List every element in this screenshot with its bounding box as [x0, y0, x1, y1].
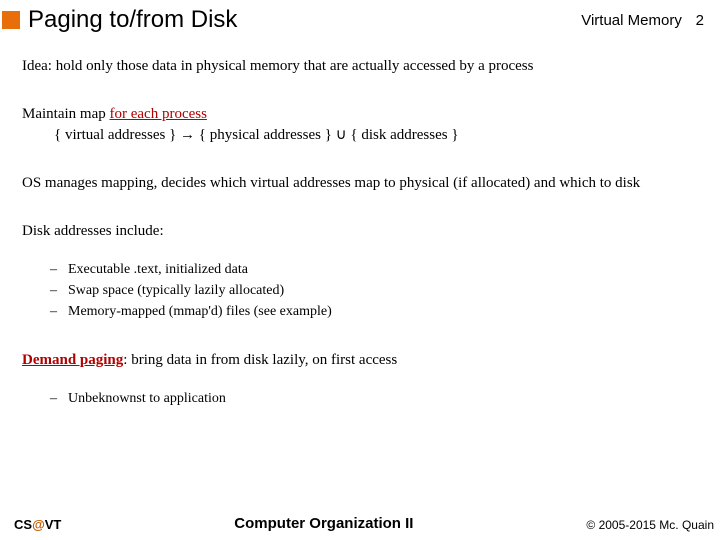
list-item: Unbeknownst to application [68, 390, 698, 409]
disk-list: Executable .text, initialized data Swap … [22, 261, 698, 322]
list-item: Swap space (typically lazily allocated) [68, 282, 698, 301]
maintain-paragraph: Maintain map for each process { virtual … [22, 104, 698, 145]
cs-prefix: CS [14, 517, 32, 532]
maintain-link[interactable]: for each process [109, 106, 206, 122]
footer-copyright: © 2005-2015 Mc. Quain [586, 518, 714, 532]
page-number: 2 [690, 12, 704, 29]
list-item: Memory-mapped (mmap'd) files (see exampl… [68, 303, 698, 322]
disk-heading: Disk addresses include: [22, 221, 698, 241]
demand-list: Unbeknownst to application [22, 390, 698, 409]
idea-paragraph: Idea: hold only those data in physical m… [22, 56, 698, 76]
slide-header: Paging to/from Disk Virtual Memory 2 [0, 0, 720, 38]
maintain-text: Maintain map [22, 106, 109, 122]
header-topic: Virtual Memory [581, 12, 682, 29]
at-icon: @ [32, 517, 45, 532]
list-item: Executable .text, initialized data [68, 261, 698, 280]
os-paragraph: OS manages mapping, decides which virtua… [22, 173, 698, 193]
demand-paragraph: Demand paging: bring data in from disk l… [22, 350, 698, 370]
demand-rest: : bring data in from disk lazily, on fir… [123, 352, 397, 368]
footer-affiliation: CS@VT [14, 517, 61, 532]
cs-suffix: VT [45, 517, 62, 532]
header-topic-page: Virtual Memory 2 [581, 12, 710, 29]
demand-label: Demand paging [22, 352, 123, 368]
map-line: { virtual addresses } → { physical addre… [22, 125, 698, 145]
slide-footer: CS@VT Computer Organization II © 2005-20… [0, 515, 720, 532]
slide-title: Paging to/from Disk [28, 6, 581, 34]
footer-course: Computer Organization II [61, 515, 586, 532]
slide: Paging to/from Disk Virtual Memory 2 Ide… [0, 0, 720, 540]
slide-body: Idea: hold only those data in physical m… [0, 38, 720, 409]
bullet-square-icon [2, 11, 20, 29]
